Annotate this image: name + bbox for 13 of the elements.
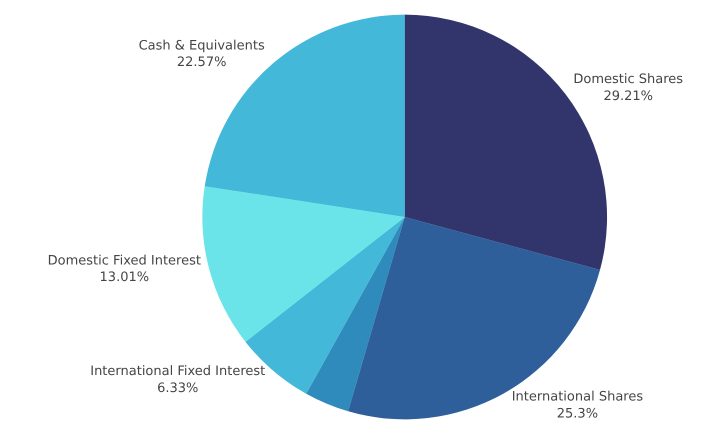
slice-label: Domestic Shares (573, 72, 684, 88)
pie-slice (306, 217, 405, 412)
pie-slice (348, 217, 600, 420)
slice-label: Domestic Fixed Interest (48, 253, 201, 268)
data-label: 22.57% (176, 55, 226, 70)
data-label: 29.21% (603, 89, 654, 104)
slice-label: International Shares (512, 390, 644, 405)
slice-label: International Fixed Interest (90, 364, 266, 380)
data-label: 6.33% (157, 380, 198, 396)
data-label: 13.01% (100, 270, 150, 286)
slice-label: Cash & Equivalents (138, 38, 265, 54)
pie-slice (202, 186, 405, 342)
data-label: 25.3% (556, 406, 598, 422)
